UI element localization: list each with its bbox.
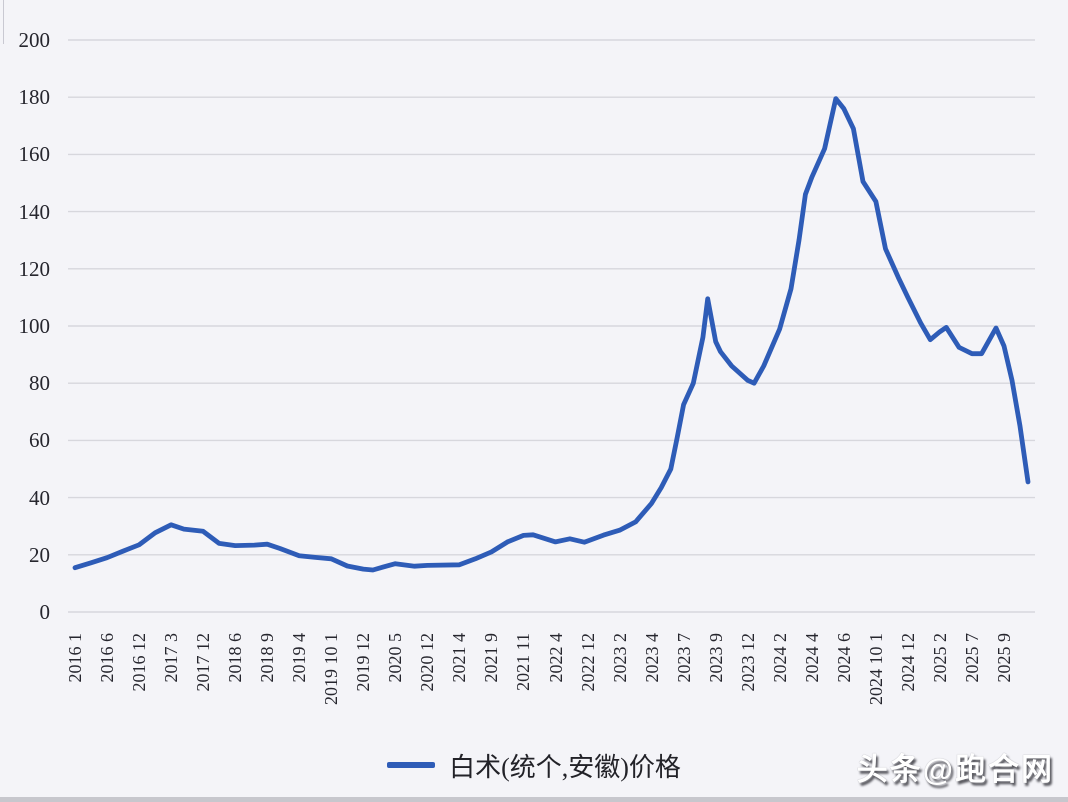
legend-line-swatch [387, 762, 436, 768]
x-axis-tick-label: 2019 12 [353, 633, 374, 692]
legend: 白术(统个,安徽)价格 [0, 748, 1068, 782]
y-axis-tick-label: 200 [18, 28, 51, 52]
y-axis-tick-label: 160 [18, 142, 51, 167]
y-axis-tick-label: 20 [29, 542, 50, 567]
x-axis-tick-label: 2021 4 [449, 633, 470, 683]
scan-edge-artifact [3, 0, 4, 44]
x-axis-tick-label: 2024 4 [801, 633, 822, 683]
x-axis-tick-label: 2023 7 [673, 633, 694, 683]
bottom-edge-band [0, 797, 1068, 802]
y-axis-tick-label: 100 [18, 314, 51, 338]
x-axis-tick-label: 2019 4 [289, 633, 310, 683]
x-axis-tick-label: 2024 12 [897, 633, 918, 692]
y-axis-tick-label: 180 [18, 85, 51, 110]
x-axis-tick-label: 2025 9 [993, 633, 1014, 683]
x-axis-tick-label: 2016 12 [129, 633, 150, 692]
y-axis-tick-label: 140 [18, 199, 51, 224]
x-axis-tick-label: 2016 6 [97, 633, 118, 683]
x-axis-tick-label: 2023 4 [641, 633, 662, 683]
price-line [72, 96, 1031, 573]
x-axis-tick-label: 2018 9 [257, 633, 278, 683]
y-axis-tick-label: 40 [29, 485, 50, 510]
y-axis-tick-label: 0 [39, 600, 51, 624]
x-axis-tick-label: 2020 12 [417, 633, 438, 692]
x-axis-tick-label: 2023 12 [737, 633, 758, 692]
y-axis-tick-label: 120 [18, 256, 51, 281]
legend-label: 白术(统个,安徽)价格 [449, 752, 681, 782]
x-axis-tick-label: 2017 3 [161, 633, 182, 683]
x-axis-tick-label: 2018 6 [225, 633, 246, 683]
x-axis-tick-label: 2022 4 [545, 633, 566, 683]
x-axis-tick-label: 2024 6 [833, 633, 854, 683]
x-axis-tick-label: 2023 9 [705, 633, 726, 683]
x-axis-tick-label: 2022 12 [577, 633, 598, 692]
y-axis-tick-label: 80 [29, 371, 50, 396]
x-axis-tick-label: 2019 10 1 [321, 633, 342, 705]
x-axis-tick-label: 2021 11 [513, 633, 534, 691]
x-axis-tick-label: 2021 9 [481, 633, 502, 683]
x-axis-tick-label: 2016 1 [65, 633, 85, 683]
x-axis-tick-label: 2023 2 [609, 633, 630, 683]
x-axis-tick-label: 2024 2 [769, 633, 790, 683]
x-axis-tick-label: 2017 12 [193, 633, 214, 692]
x-axis-tick-label: 2024 10 1 [865, 633, 886, 705]
x-axis-tick-label: 2020 5 [385, 633, 406, 683]
watermark: 头条@跑合网 [856, 752, 1054, 787]
x-axis-tick-label: 2025 2 [929, 633, 950, 683]
y-axis-tick-label: 60 [29, 428, 50, 453]
x-axis-tick-label: 2025 7 [961, 633, 982, 683]
